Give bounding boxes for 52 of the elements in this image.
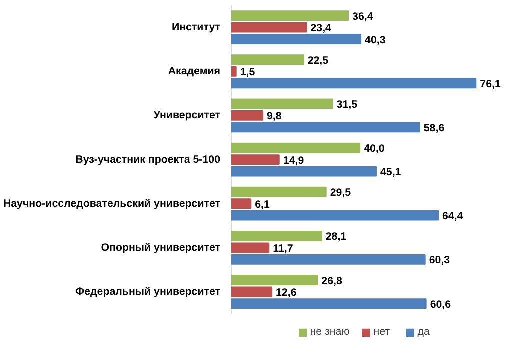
data-label: 60,3 bbox=[429, 254, 450, 267]
data-label: 40,3 bbox=[365, 34, 386, 46]
data-label: 31,5 bbox=[336, 98, 358, 111]
legend-label: не знаю bbox=[310, 326, 350, 338]
bar bbox=[232, 286, 273, 298]
data-label: 36,4 bbox=[352, 10, 374, 23]
bar bbox=[232, 122, 420, 133]
data-label: 22,5 bbox=[308, 54, 329, 67]
bar bbox=[232, 166, 377, 177]
data-label: 64,4 bbox=[442, 210, 464, 223]
bar bbox=[232, 98, 334, 110]
y-tick-label: Академия bbox=[168, 66, 221, 78]
data-label: 12,6 bbox=[276, 287, 297, 300]
bar bbox=[232, 275, 318, 286]
data-label: 58,6 bbox=[424, 122, 445, 134]
data-label: 26,8 bbox=[322, 275, 342, 288]
bar bbox=[232, 34, 362, 44]
data-label: 45,1 bbox=[380, 166, 402, 179]
data-label: 40,0 bbox=[364, 143, 385, 156]
bar bbox=[232, 66, 237, 77]
bar bbox=[232, 298, 427, 309]
data-label: 29,5 bbox=[330, 187, 352, 200]
data-label: 1,5 bbox=[240, 66, 256, 79]
y-tick-label: Федеральный университет bbox=[76, 286, 221, 298]
bar bbox=[232, 242, 270, 254]
bar bbox=[232, 186, 327, 198]
data-label: 6,1 bbox=[255, 198, 270, 211]
data-label: 28,1 bbox=[326, 231, 347, 244]
bar bbox=[232, 154, 280, 165]
bar bbox=[232, 10, 350, 21]
bar bbox=[232, 142, 361, 154]
bar bbox=[232, 78, 477, 89]
y-tick-label: Опорный университет bbox=[101, 242, 221, 254]
y-tick-label: Университет bbox=[154, 110, 221, 122]
bar bbox=[232, 54, 304, 66]
bar bbox=[232, 198, 252, 210]
bar bbox=[232, 210, 440, 221]
data-label: 76,1 bbox=[480, 78, 501, 90]
data-label: 9,8 bbox=[267, 110, 282, 123]
bar bbox=[232, 110, 264, 121]
legend-label: да bbox=[418, 326, 431, 338]
data-label: 11,7 bbox=[273, 242, 294, 255]
bar bbox=[232, 254, 426, 265]
y-tick-label: Вуз-участник проекта 5-100 bbox=[76, 154, 221, 166]
data-label: 23,4 bbox=[310, 22, 332, 35]
bar bbox=[232, 230, 322, 242]
data-label: 14,9 bbox=[283, 154, 304, 167]
data-label: 60,6 bbox=[430, 298, 452, 311]
y-tick-label: Институт bbox=[172, 22, 221, 34]
bar bbox=[232, 22, 308, 33]
y-tick-label: Научно-исследовательский университет bbox=[3, 198, 221, 210]
legend-label: нет bbox=[374, 326, 392, 338]
